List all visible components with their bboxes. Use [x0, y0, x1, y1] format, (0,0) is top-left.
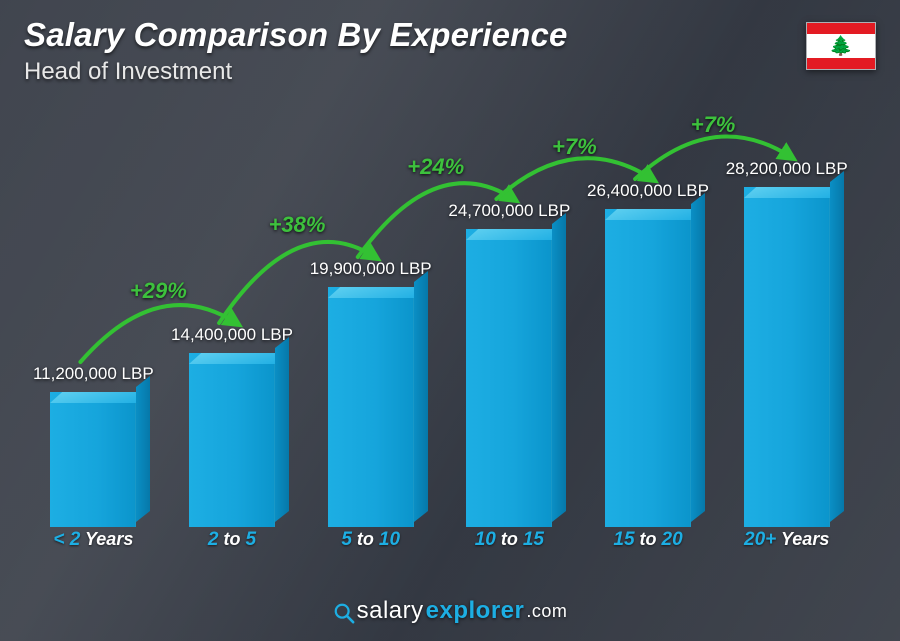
x-label-0: < 2 Years — [24, 529, 163, 557]
x-label-2: 5 to 10 — [301, 529, 440, 557]
bar-value-label: 28,200,000 LBP — [726, 159, 848, 179]
brand-part1: salary — [357, 597, 424, 625]
bar-value-label: 19,900,000 LBP — [310, 259, 432, 279]
bar-body — [605, 209, 691, 527]
bar-value-label: 24,700,000 LBP — [448, 201, 570, 221]
brand-logo: salaryexplorer.com — [333, 597, 568, 625]
brand-part3: .com — [526, 601, 567, 622]
bar-value-label: 11,200,000 LBP — [33, 364, 154, 384]
x-label-3: 10 to 15 — [440, 529, 579, 557]
x-label-4: 15 to 20 — [579, 529, 718, 557]
country-flag-lebanon: 🌲 — [806, 22, 876, 70]
salary-bar-chart: 11,200,000 LBP 14,400,000 LBP 19,900,000… — [24, 110, 856, 557]
brand-part2: explorer — [426, 597, 525, 625]
bar-0: 11,200,000 LBP — [24, 364, 163, 527]
bar-body — [189, 353, 275, 527]
cedar-icon: 🌲 — [829, 37, 853, 56]
infographic-stage: Salary Comparison By Experience Head of … — [0, 0, 900, 641]
bar-body — [50, 392, 136, 527]
bar-4: 26,400,000 LBP — [579, 181, 718, 527]
bar-3: 24,700,000 LBP — [440, 201, 579, 527]
x-label-1: 2 to 5 — [163, 529, 302, 557]
bar-1: 14,400,000 LBP — [163, 325, 302, 527]
bar-5: 28,200,000 LBP — [717, 159, 856, 527]
page-title: Salary Comparison By Experience — [24, 16, 568, 54]
footer: salaryexplorer.com — [0, 597, 900, 627]
x-label-5: 20+ Years — [717, 529, 856, 557]
bar-body — [466, 229, 552, 527]
page-subtitle: Head of Investment — [24, 58, 232, 86]
bar-body — [744, 187, 830, 527]
bar-value-label: 26,400,000 LBP — [587, 181, 709, 201]
bar-value-label: 14,400,000 LBP — [171, 325, 293, 345]
magnifier-icon — [333, 602, 355, 624]
bar-body — [328, 287, 414, 527]
bar-2: 19,900,000 LBP — [301, 259, 440, 527]
